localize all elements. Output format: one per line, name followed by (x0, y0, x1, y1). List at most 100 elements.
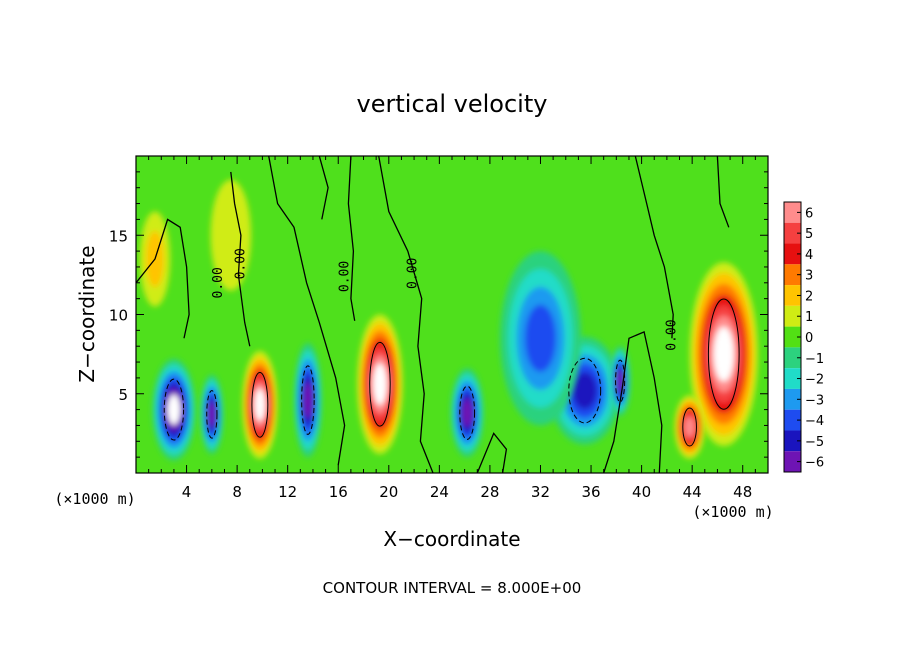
cell-ring (254, 388, 266, 421)
colorbar-swatch (784, 430, 801, 452)
contour-label: 0.00 (234, 248, 249, 279)
zero-contour-line (634, 156, 674, 339)
colorbar: 6 5 4 3 2 1 0 −1 −2 −3 −4 −5 −6 (783, 201, 824, 473)
x-unit-right: (×1000 m) (692, 503, 773, 521)
colorbar-label: −3 (805, 393, 824, 408)
zero-contours (136, 156, 740, 473)
cell-ring (167, 394, 181, 425)
colorbar-swatch (784, 222, 801, 244)
zero-contour-line (476, 432, 508, 473)
cell-ring (303, 382, 313, 419)
negative-contour (568, 357, 602, 424)
x-tick-label: 48 (733, 483, 752, 501)
x-tick-label: 8 (232, 483, 242, 501)
velocity-cell-9 (689, 262, 758, 447)
zero-contour-line (136, 218, 190, 339)
cell-ring (210, 179, 252, 291)
cell-ring (208, 401, 216, 427)
positive-contour (251, 372, 269, 438)
x-tick-label: 4 (182, 483, 192, 501)
velocity-cell-1 (152, 358, 196, 461)
negative-contour (301, 365, 315, 435)
x-tick-label: 16 (329, 483, 348, 501)
zero-contour-line (716, 156, 730, 228)
x-tick-label: 24 (430, 483, 449, 501)
positive-contour (369, 341, 391, 427)
x-tick-label: 12 (278, 483, 297, 501)
x-tick-label: 40 (632, 483, 651, 501)
colorbar-swatch (784, 409, 801, 431)
colorbar-swatch (784, 305, 801, 327)
zero-contour-line (378, 156, 434, 473)
colorbar-swatch (784, 202, 801, 223)
velocity-cell-2 (200, 374, 224, 454)
contour-labels: 0.00 0.00 0.00 0.00 0.00 (211, 248, 680, 351)
negative-contour (615, 359, 626, 403)
cell-ring (713, 326, 734, 382)
contour-label: 0.00 (211, 267, 226, 298)
colorbar-label: 5 (805, 227, 813, 242)
x-tick-label: 36 (581, 483, 600, 501)
contour-interval-note: CONTOUR INTERVAL = 8.000E+00 (323, 579, 582, 597)
colorbar-label: 1 (805, 310, 813, 325)
y-tick-label: 5 (118, 386, 128, 404)
cell-ring (373, 363, 387, 405)
positive-contour (682, 407, 697, 447)
zero-contour-line (318, 156, 329, 220)
x-axis-label: X−coordinate (383, 527, 520, 551)
negative-contour (206, 390, 218, 439)
x-tick-label: 44 (683, 483, 702, 501)
velocity-cell-11 (500, 251, 581, 426)
chart-title: vertical velocity (357, 90, 548, 118)
colorbar-label: −1 (805, 352, 824, 367)
colorbar-swatch (784, 451, 801, 472)
y-axis-ticks: 5 10 15 (109, 171, 768, 458)
velocity-cells (139, 179, 758, 461)
cell-ring (684, 416, 695, 438)
colorbar-swatch (784, 326, 801, 348)
velocity-cell-6 (450, 368, 484, 458)
colorbar-label: 2 (805, 289, 813, 304)
colorbar-label: −5 (805, 435, 824, 450)
negative-contour (459, 385, 476, 440)
cell-ring (616, 370, 624, 393)
x-tick-label: 20 (379, 483, 398, 501)
colorbar-swatch (784, 368, 801, 389)
x-tick-label: 32 (531, 483, 550, 501)
y-tick-label: 10 (109, 307, 128, 325)
colorbar-label: 3 (805, 269, 813, 284)
cell-ring (461, 398, 473, 427)
zero-contour-line (603, 330, 663, 473)
colorbar-label: −4 (805, 414, 824, 429)
zero-contour-line (268, 156, 346, 466)
cell-ring (572, 372, 597, 410)
velocity-cell-5 (357, 314, 403, 454)
colorbar-swatch (784, 243, 801, 265)
x-axis-ticks: 4 8 12 16 20 24 28 32 36 40 44 48 (148, 156, 756, 501)
x-tick-label: 28 (480, 483, 499, 501)
x-unit-left: (×1000 m) (54, 490, 135, 508)
y-tick-label: 15 (109, 227, 128, 245)
negative-contour (163, 378, 185, 441)
velocity-cell-12 (210, 179, 252, 291)
contour-label: 0.00 (406, 258, 421, 289)
colorbar-swatch (784, 347, 801, 369)
contour-label: 0.00 (665, 319, 680, 350)
cell-ring (524, 304, 557, 372)
velocity-cell-3 (242, 350, 278, 459)
colorbar-label: −2 (805, 373, 824, 388)
zero-contour-line (230, 171, 251, 347)
colorbar-label: −6 (805, 456, 824, 471)
velocity-cell-4 (294, 343, 322, 458)
velocity-cell-10 (674, 395, 705, 459)
colorbar-swatch (784, 264, 801, 286)
contour-label: 0.00 (337, 261, 352, 292)
zero-contour-line (347, 156, 356, 321)
plot-area (136, 156, 768, 473)
colorbar-swatch (784, 388, 801, 410)
positive-contour (707, 298, 740, 410)
colorbar-label: 6 (805, 206, 813, 221)
colorbar-label: 0 (805, 331, 813, 346)
y-axis-label: Z−coordinate (75, 245, 99, 382)
